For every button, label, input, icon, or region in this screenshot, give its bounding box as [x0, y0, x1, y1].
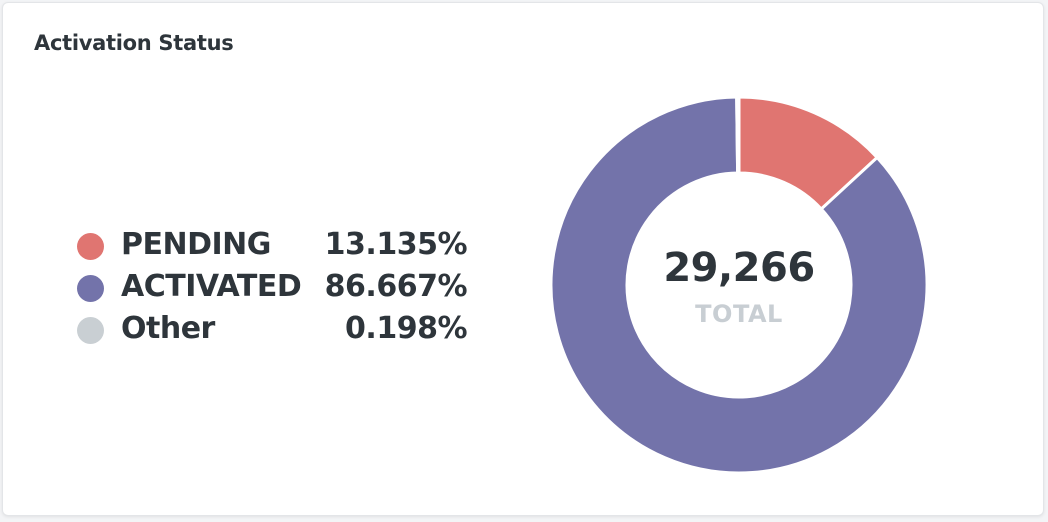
legend-swatch-pending — [77, 233, 104, 260]
legend-item-pending[interactable]: PENDING 13.135% — [77, 226, 477, 268]
legend-label: Other — [121, 311, 215, 346]
chart-legend: PENDING 13.135% ACTIVATED 86.667% Other … — [77, 226, 477, 352]
legend-item-activated[interactable]: ACTIVATED 86.667% — [77, 268, 477, 310]
total-value: 29,266 — [663, 245, 815, 291]
legend-label: PENDING — [121, 227, 271, 262]
legend-label: ACTIVATED — [121, 269, 302, 304]
donut-slice-other[interactable] — [735, 97, 741, 175]
legend-value: 86.667% — [324, 269, 468, 304]
legend-swatch-activated — [77, 275, 104, 302]
legend-value: 0.198% — [345, 311, 467, 346]
card-title: Activation Status — [34, 31, 234, 55]
activation-status-card: Activation Status PENDING 13.135% ACTIVA… — [2, 2, 1044, 516]
donut-chart-svg — [551, 97, 927, 473]
total-caption: TOTAL — [695, 300, 783, 328]
donut-chart: 29,266 TOTAL — [551, 97, 927, 473]
legend-value: 13.135% — [324, 227, 468, 262]
donut-slice-activated[interactable] — [551, 97, 927, 473]
legend-item-other[interactable]: Other 0.198% — [77, 310, 477, 352]
legend-swatch-other — [77, 317, 104, 344]
